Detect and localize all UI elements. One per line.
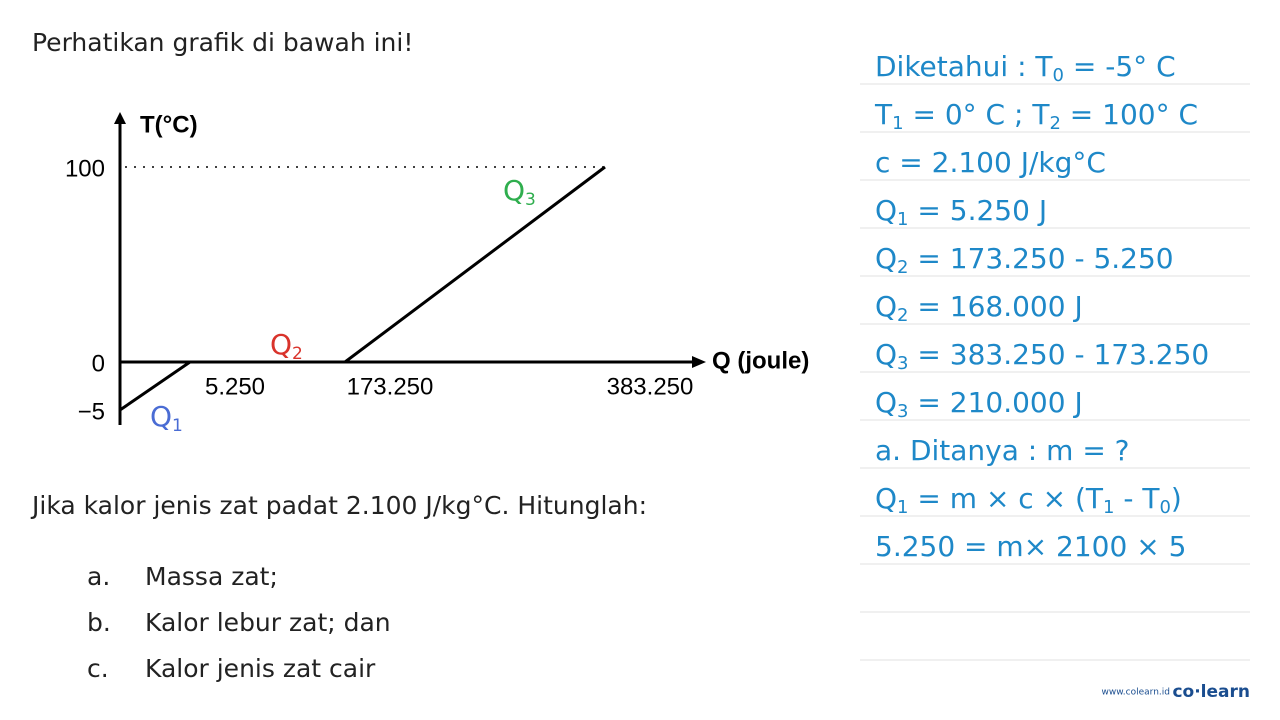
note-line: Q3 = 210.000 J [875,386,1083,422]
text-run: = -5° C [1064,50,1176,83]
text-run: 5.250 = m× 2100 × 5 [875,530,1186,563]
footer-brand: co·learn [1172,682,1250,702]
y-tick-label: −5 [78,398,105,425]
text-run: Q [875,482,897,515]
subscript: 1 [897,209,908,230]
text-run: Q [875,338,897,371]
item-text: Kalor lebur zat; dan [145,608,391,637]
item-text: Kalor jenis zat cair [145,654,376,683]
x-tick-label: 173.250 [347,373,434,400]
text-run: Q [875,290,897,323]
text-run: = 210.000 J [909,386,1083,419]
text-run: Diketahui : T [875,50,1053,83]
subscript: 3 [897,353,908,374]
item-text: Massa zat; [145,562,278,591]
y-arrow [114,112,126,124]
x-axis-label: Q (joule) [712,347,809,374]
subscript: 2 [1049,113,1060,134]
subscript: 1 [1103,497,1114,518]
y-axis-label: T(°C) [140,111,198,138]
text-run: = 173.250 - 5.250 [909,242,1174,275]
text-run: = m × c × (T [909,482,1104,515]
note-line: a. Ditanya : m = ? [875,434,1130,467]
subscript: 2 [292,344,303,364]
text-run: Q [875,194,897,227]
note-line: Q1 = 5.250 J [875,194,1047,230]
text-run: c = 2.100 J/kg°C [875,146,1106,179]
text-run: = 100° C [1061,98,1198,131]
subscript: 2 [897,257,908,278]
segment-name: Q [503,174,525,207]
note-line: Q3 = 383.250 - 173.250 [875,338,1209,374]
item-label: a. [87,562,110,591]
text-run: ) [1171,482,1182,515]
text-run: Q [875,242,897,275]
subscript: 0 [1053,65,1064,86]
y-tick-label: 0 [92,350,105,377]
segment-name: Q [150,400,172,433]
note-line: Q2 = 173.250 - 5.250 [875,242,1174,278]
note-line: 5.250 = m× 2100 × 5 [875,530,1186,563]
text-run: = 5.250 J [909,194,1048,227]
text-run: a. Ditanya : m = ? [875,434,1130,467]
text-run: = 168.000 J [909,290,1083,323]
subscript: 0 [1159,497,1170,518]
item-label: c. [87,654,109,683]
segment-label: Q1 [150,400,183,436]
x-tick-label: 5.250 [205,373,265,400]
subscript: 3 [897,401,908,422]
subscript: 2 [897,305,908,326]
text-run: = 0° C ; T [904,98,1051,131]
line-series [119,165,606,412]
text-run: Q [875,386,897,419]
text-run: T [874,98,893,131]
text-run: = 383.250 - 173.250 [909,338,1210,371]
subscript: 1 [897,497,908,518]
x-arrow [692,356,706,368]
note-line: Q2 = 168.000 J [875,290,1083,326]
y-tick-label: 100 [65,155,105,182]
item-label: b. [87,608,111,637]
x-tick-label: 383.250 [607,373,694,400]
subscript: 3 [525,190,536,210]
title: Perhatikan grafik di bawah ini! [32,28,413,57]
note-line: Q1 = m × c × (T1 - T0) [875,482,1182,518]
note-line: Diketahui : T0 = -5° C [875,50,1176,86]
question: Jika kalor jenis zat padat 2.100 J/kg°C.… [30,491,647,520]
text-run: - T [1114,482,1160,515]
note-line: T1 = 0° C ; T2 = 100° C [874,98,1198,134]
footer-site: www.colearn.id [1102,688,1170,698]
segment-label: Q2 [270,328,303,364]
subscript: 1 [892,113,903,134]
segment-name: Q [270,328,292,361]
subscript: 1 [172,416,183,436]
segment-label: Q3 [503,174,536,210]
note-line: c = 2.100 J/kg°C [875,146,1106,179]
